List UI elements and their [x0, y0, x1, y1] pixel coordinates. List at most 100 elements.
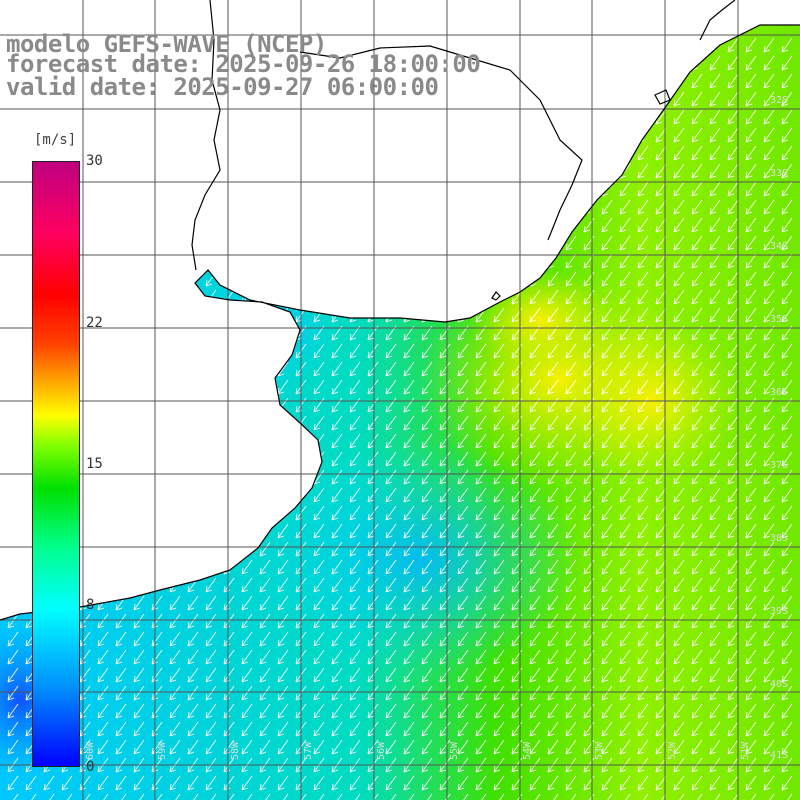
wind-arrow [259, 451, 271, 467]
wind-arrow [313, 127, 325, 143]
wind-arrow [331, 199, 343, 215]
wind-arrow [367, 415, 379, 431]
wind-arrow [403, 163, 415, 179]
wind-arrow [115, 145, 127, 161]
wind-arrow [97, 559, 109, 575]
wind-arrow [241, 505, 253, 521]
wind-arrow [313, 793, 325, 800]
wind-arrow [331, 271, 343, 287]
wind-arrow [637, 37, 649, 53]
wind-arrow [403, 523, 415, 539]
wind-arrow [439, 145, 451, 161]
wind-arrow [619, 451, 631, 467]
wind-arrow [529, 55, 541, 71]
wind-arrow [691, 91, 703, 107]
wind-arrow [115, 505, 127, 521]
wind-arrow [385, 163, 397, 179]
wind-arrow [97, 253, 109, 269]
wind-arrow [601, 793, 613, 800]
wind-arrow [313, 631, 325, 647]
wind-arrow [421, 559, 433, 575]
wind-arrow [205, 217, 217, 233]
wind-arrow [763, 667, 775, 683]
wind-arrow [277, 253, 289, 269]
wind-arrow [691, 181, 703, 197]
wind-arrow [97, 235, 109, 251]
wind-arrow [259, 109, 271, 125]
wind-arrow [601, 235, 613, 251]
wind-arrow [169, 217, 181, 233]
wind-arrow [259, 487, 271, 503]
wind-arrow [331, 343, 343, 359]
wind-arrow [169, 109, 181, 125]
wind-arrow [727, 613, 739, 629]
wind-arrow [169, 271, 181, 287]
wind-arrow [745, 487, 757, 503]
wind-arrow [727, 415, 739, 431]
wind-arrow [745, 775, 757, 791]
wind-arrow [565, 433, 577, 449]
wind-arrow [187, 649, 199, 665]
wind-arrow [763, 379, 775, 395]
wind-arrow [727, 199, 739, 215]
wind-arrow [763, 37, 775, 53]
wind-arrow [241, 685, 253, 701]
wind-arrow [709, 109, 721, 125]
wind-arrow [709, 163, 721, 179]
wind-arrow [385, 361, 397, 377]
wind-arrow [763, 289, 775, 305]
wind-arrow [79, 289, 91, 305]
title-forecast-date: forecast date: 2025-09-26 18:00:00 [6, 50, 481, 78]
wind-arrow [745, 127, 757, 143]
wind-arrow [7, 559, 19, 575]
wind-arrow [745, 253, 757, 269]
wind-arrow [349, 775, 361, 791]
wind-arrow [151, 793, 163, 800]
wind-arrow [601, 577, 613, 593]
wind-arrow [547, 703, 559, 719]
wind-arrow [673, 271, 685, 287]
wind-arrow [781, 217, 793, 233]
wind-arrow [655, 523, 667, 539]
wind-arrow [673, 685, 685, 701]
wind-arrow [691, 415, 703, 431]
wind-arrow [385, 667, 397, 683]
wind-arrow [79, 235, 91, 251]
wind-arrow [205, 613, 217, 629]
wind-arrow [349, 343, 361, 359]
wind-arrow [781, 559, 793, 575]
wind-arrow [187, 253, 199, 269]
wind-arrow [601, 163, 613, 179]
wind-arrow [151, 181, 163, 197]
wind-arrow [151, 199, 163, 215]
wind-arrow [313, 667, 325, 683]
wind-arrow [475, 91, 487, 107]
wind-arrow [565, 685, 577, 701]
wind-arrow [565, 361, 577, 377]
wind-arrow [385, 343, 397, 359]
wind-arrow [745, 145, 757, 161]
wind-arrow [601, 127, 613, 143]
wind-arrow [79, 505, 91, 521]
wind-arrow [403, 775, 415, 791]
wind-arrow [7, 163, 19, 179]
wind-arrow [241, 379, 253, 395]
latitude-labels: 32S 33S 34S 35S 36S 37S 38S 39S 40S 41S [770, 95, 788, 761]
wind-arrow [547, 667, 559, 683]
wind-arrow [619, 343, 631, 359]
wind-arrow [61, 109, 73, 125]
wind-arrow [277, 667, 289, 683]
wind-arrow [331, 253, 343, 269]
wind-arrow [781, 109, 793, 125]
wind-arrow [349, 523, 361, 539]
wind-arrow [745, 55, 757, 71]
wind-arrow [313, 649, 325, 665]
wind-arrow [259, 397, 271, 413]
wind-arrow [349, 199, 361, 215]
wind-arrow [727, 775, 739, 791]
wind-arrow [727, 505, 739, 521]
wind-arrow [547, 559, 559, 575]
wind-arrow [115, 541, 127, 557]
wind-arrow [259, 181, 271, 197]
wind-arrow [529, 235, 541, 251]
